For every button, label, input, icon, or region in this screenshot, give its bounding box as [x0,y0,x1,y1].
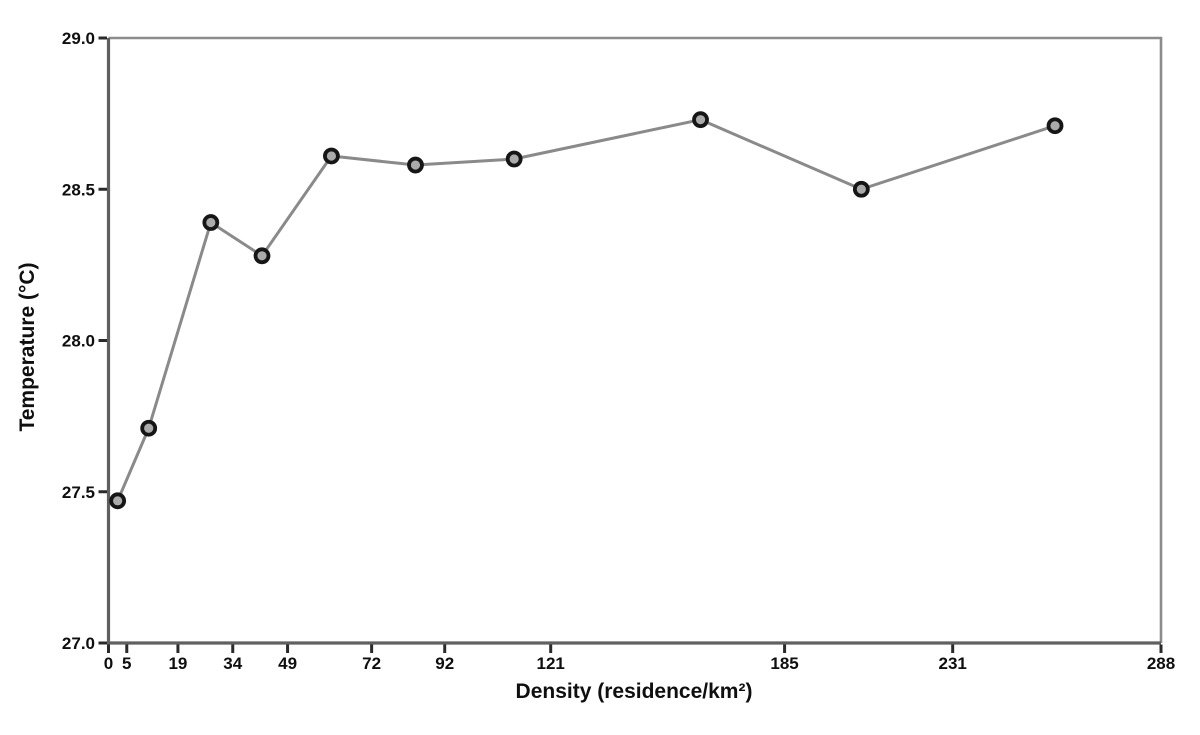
plot-box-left-bottom [106,38,1161,645]
x-tick-label: 5 [122,654,131,673]
y-tick-label: 27.5 [62,483,95,502]
data-point-marker [140,419,158,437]
x-axis-title: Density (residence/km²) [516,680,753,703]
x-axis-ticks: 0 5 19 34 49 72 92 121 185 231 288 [104,644,1175,673]
data-point-marker [323,147,340,165]
data-point-marker [202,214,220,231]
data-point-marker [505,150,523,168]
x-tick-label: 49 [278,654,297,673]
data-point-marker [1046,117,1064,135]
x-tick-label: 34 [223,654,242,673]
y-tick-label: 28.5 [62,180,95,199]
y-tick-label: 28.0 [62,332,95,351]
x-tick-label: 0 [104,654,113,673]
y-tick-label: 29.0 [62,29,95,48]
data-point-marker [109,492,127,510]
x-tick-label: 72 [362,654,381,673]
x-tick-label: 185 [770,654,798,673]
data-point-marker [253,247,271,265]
y-axis-title: Temperature (°C) [16,262,39,431]
y-tick-label: 27.0 [62,634,95,653]
plot-box-top-right [108,36,1163,643]
series-line [116,118,1056,502]
data-series [109,111,1064,510]
y-axis-ticks: 27.0 27.5 28.0 28.5 29.0 [62,29,107,653]
data-point-marker [852,180,870,198]
x-tick-label: 121 [537,654,565,673]
plot-area-frame [106,36,1163,645]
x-tick-label: 288 [1147,654,1175,673]
x-tick-label: 92 [435,654,454,673]
x-tick-label: 19 [168,654,187,673]
data-point-marker [692,111,709,129]
x-tick-label: 231 [939,654,967,673]
data-point-marker [407,156,424,174]
